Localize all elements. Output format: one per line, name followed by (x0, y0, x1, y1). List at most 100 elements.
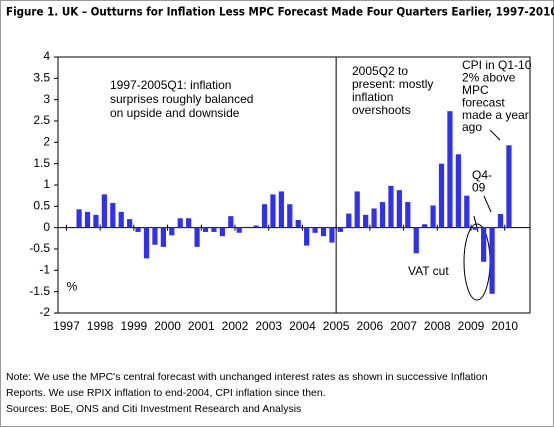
bar (270, 194, 276, 228)
note: Reports. We use RPIX inflation to end-20… (6, 387, 326, 399)
annotation: MPC (462, 83, 489, 97)
bar (219, 227, 225, 237)
bar (160, 227, 166, 247)
bar (110, 202, 116, 228)
annotation: ago (462, 120, 482, 134)
bar (363, 214, 369, 228)
bar (422, 224, 428, 228)
bar (186, 218, 192, 228)
x-tick-label: 2005 (323, 319, 350, 333)
y-tick-label: 0.5 (33, 199, 50, 213)
bar (295, 219, 301, 228)
bar (438, 163, 445, 228)
annotation: 1997-2005Q1: inflation (110, 78, 231, 92)
annotation: VAT cut (408, 264, 449, 278)
bar (329, 227, 335, 243)
annotation: 09 (472, 181, 486, 195)
bar (261, 204, 268, 228)
y-tick-label: 3 (43, 92, 50, 106)
bar (93, 214, 99, 228)
bar (304, 227, 310, 246)
y-tick-label: 1 (43, 177, 50, 191)
annotation: forecast (462, 95, 505, 109)
bar (396, 190, 402, 228)
arrow (489, 129, 501, 141)
bar (84, 211, 91, 228)
bar (455, 154, 461, 228)
annotation: made a year (462, 108, 529, 122)
bar (202, 227, 209, 232)
x-tick-label: 2010 (491, 319, 518, 333)
y-tick-label: 4 (43, 49, 50, 63)
x-tick-label: 2006 (357, 319, 384, 333)
bar (320, 227, 327, 237)
y-unit: % (67, 280, 78, 294)
arrow (483, 195, 492, 213)
y-tick-label: 0 (43, 220, 50, 234)
bar (169, 227, 175, 236)
bar (101, 194, 107, 228)
chart-title: Figure 1. UK – Outturns for Inflation Le… (6, 5, 554, 19)
bar (337, 227, 343, 232)
x-tick-label: 2001 (188, 319, 215, 333)
annotation: surprises roughly balanced (110, 92, 253, 106)
bar (228, 216, 234, 228)
x-tick-label: 1998 (87, 319, 114, 333)
annotation: CPI in Q1-10 (462, 58, 532, 72)
y-tick-label: 2.5 (33, 113, 50, 127)
bar (135, 227, 141, 232)
y-tick-label: -1.5 (29, 284, 50, 298)
bar (489, 227, 495, 294)
annotation: Q4- (472, 168, 492, 182)
annotation: inflation (352, 90, 393, 104)
bar (236, 227, 242, 233)
bar (245, 226, 251, 228)
bar (194, 227, 200, 247)
bar (177, 218, 183, 228)
annotation: on upside and downside (110, 106, 240, 120)
x-tick-label: 2004 (289, 319, 316, 333)
bar (371, 208, 377, 228)
bar (497, 214, 504, 228)
annotation: overshoots (352, 103, 411, 117)
x-tick-label: 2000 (154, 319, 181, 333)
bar (481, 227, 487, 262)
bar (354, 191, 360, 228)
x-tick-label: 2007 (390, 319, 417, 333)
bar (287, 204, 293, 228)
bar (379, 202, 386, 228)
bar (447, 111, 453, 228)
bar (152, 227, 158, 245)
annotation: 2005Q2 to (352, 64, 408, 78)
bar (143, 227, 150, 259)
bar (388, 185, 394, 228)
bar (413, 227, 419, 254)
bar (346, 213, 352, 228)
bar (211, 227, 217, 232)
y-tick-label: 2 (43, 135, 50, 149)
bar (506, 145, 512, 228)
note: Note: We use the MPC's central forecast … (6, 371, 488, 383)
y-tick-label: -2 (39, 305, 50, 319)
bar (464, 195, 470, 228)
bar (118, 211, 124, 228)
bar (127, 219, 133, 228)
x-tick-label: 2009 (458, 319, 485, 333)
x-tick-label: 2008 (424, 319, 451, 333)
x-tick-label: 1999 (121, 319, 148, 333)
bar (278, 191, 284, 228)
x-tick-label: 1997 (53, 319, 80, 333)
x-tick-label: 2002 (222, 319, 249, 333)
x-tick-label: 2003 (255, 319, 282, 333)
bar (253, 225, 259, 228)
note: Sources: BoE, ONS and Citi Investment Re… (6, 403, 301, 415)
bar (312, 227, 318, 233)
bar (472, 227, 478, 230)
annotation: present: mostly (352, 77, 433, 91)
bar (76, 209, 82, 228)
bar (430, 205, 436, 228)
y-tick-label: -0.5 (29, 241, 50, 255)
annotation: 2% above (462, 71, 516, 85)
y-tick-label: 3.5 (33, 71, 50, 85)
